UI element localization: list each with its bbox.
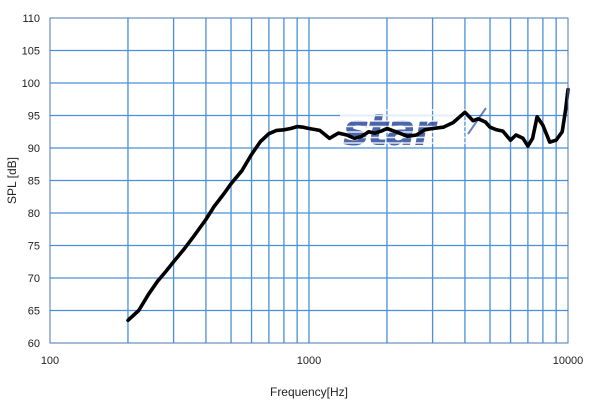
y-tick-label: 60 bbox=[28, 338, 40, 350]
x-axis-title: Frequency[Hz] bbox=[270, 385, 348, 399]
x-tick-labels: 100 1000 10000 bbox=[41, 355, 583, 367]
x-tick-label: 10000 bbox=[553, 355, 584, 367]
y-axis-title: SPL [dB] bbox=[5, 157, 19, 204]
y-tick-label: 75 bbox=[28, 241, 40, 253]
y-tick-label: 110 bbox=[22, 13, 40, 25]
y-tick-label: 85 bbox=[28, 176, 40, 188]
y-tick-label: 65 bbox=[28, 306, 40, 318]
y-tick-label: 100 bbox=[22, 78, 40, 90]
y-tick-label: 70 bbox=[28, 273, 40, 285]
series-line-0 bbox=[126, 87, 570, 323]
series-layer bbox=[126, 87, 570, 323]
y-tick-label: 95 bbox=[28, 111, 40, 123]
y-tick-labels: 60 65 70 75 80 85 90 95 100 105 110 bbox=[22, 13, 40, 350]
plot-frame bbox=[49, 17, 569, 344]
y-tick-label: 80 bbox=[28, 208, 40, 220]
x-tick-label: 100 bbox=[41, 355, 59, 367]
grid-layer bbox=[50, 18, 568, 343]
y-tick-label: 90 bbox=[28, 143, 40, 155]
x-tick-label: 1000 bbox=[297, 355, 321, 367]
y-tick-label: 105 bbox=[22, 46, 40, 58]
